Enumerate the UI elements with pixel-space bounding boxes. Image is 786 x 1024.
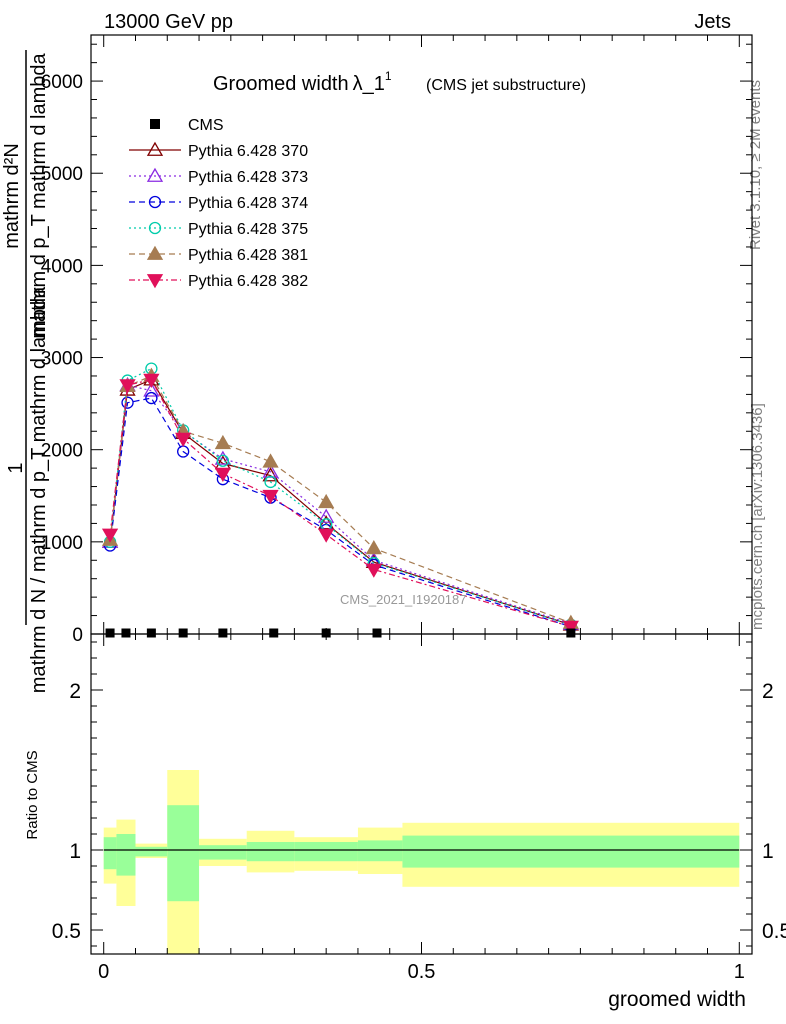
legend: CMS Pythia 6.428 370 Pythia 6.428 373 Pythi…	[129, 117, 308, 290]
data-point-p382	[365, 563, 382, 578]
energy-header: 13000 GeV pp	[104, 11, 233, 33]
data-point-p374	[121, 396, 134, 409]
main-y-axis-ticks: 0 1000 2000 3000 4000 5000 6000	[41, 35, 752, 646]
data-point-p382	[562, 620, 579, 635]
y-tick-label: 6000	[41, 72, 83, 93]
data-point-cms	[105, 628, 115, 638]
data-point-p382	[262, 489, 279, 505]
legend-marker-p382	[146, 274, 164, 289]
data-point-cms	[178, 628, 188, 638]
ratio-inner-band	[199, 845, 247, 860]
legend-marker-p381	[146, 245, 164, 260]
legend-marker-p375	[148, 221, 162, 235]
series-line-p373	[109, 384, 572, 625]
ratio-inner-band	[167, 805, 200, 902]
ratio-inner-band	[103, 837, 117, 870]
x-tick-label: 0	[98, 961, 109, 983]
data-point-p382	[143, 373, 160, 388]
data-point-p382	[101, 528, 119, 543]
legend-label-p375: Pythia 6.428 375	[188, 221, 308, 238]
data-point-p373	[214, 450, 232, 465]
chart-title: Groomed width λ_11	[213, 69, 392, 95]
data-point-cms	[146, 628, 156, 638]
ratio-inner-band	[294, 842, 358, 862]
ratio-y-tick-label: 0.5	[52, 920, 81, 943]
ratio-y-tick-label: 1	[69, 840, 81, 863]
y-axis-label-numerator-2: mathrm d p_T mathrm d lambda	[28, 52, 50, 338]
data-point-p382	[318, 528, 335, 543]
legend-marker-p373	[146, 167, 164, 182]
data-point-p381	[262, 453, 279, 468]
series-line-p374	[109, 397, 572, 628]
ratio-axis-ticks: 0.5 0.5 1 1 2 2 0 0.5 1	[52, 634, 786, 983]
data-point-cms	[121, 628, 131, 638]
data-point-cms	[321, 628, 331, 638]
mcplots-label: mcplots.cern.ch [arXiv:1306.3436]	[749, 403, 766, 630]
ratio-y-label: Ratio to CMS	[24, 750, 41, 839]
y-tick-label: 0	[72, 625, 83, 646]
ratio-y-tick-label-right: 2	[762, 680, 774, 703]
data-point-p373	[143, 382, 160, 397]
legend-label-p381: Pythia 6.428 381	[188, 247, 308, 264]
ratio-inner-band	[135, 846, 168, 857]
ratio-uncertainty-bands	[103, 770, 740, 954]
ratio-inner-band	[357, 840, 403, 862]
series-line-p382	[109, 378, 572, 628]
data-point-p375	[264, 475, 277, 489]
data-point-cms	[566, 628, 576, 638]
data-point-p382	[175, 432, 192, 447]
ratio-inner-band	[116, 834, 136, 876]
data-point-p381	[318, 493, 335, 509]
series-line-p370	[109, 378, 572, 626]
data-point-p375	[216, 454, 230, 467]
y-tick-label: 1000	[41, 533, 83, 554]
legend-label-p374: Pythia 6.428 374	[188, 195, 308, 212]
series-cms	[105, 628, 576, 638]
y-axis-label-numerator: mathrm d²N	[1, 143, 23, 249]
data-point-p381	[214, 434, 232, 450]
process-header: Jets	[694, 11, 731, 33]
data-point-cms	[218, 628, 228, 638]
ratio-y-tick-label: 2	[69, 680, 81, 703]
legend-marker-cms	[150, 119, 160, 129]
data-point-p374	[145, 391, 158, 405]
main-plot-series	[101, 362, 579, 638]
ratio-inner-band	[246, 842, 295, 862]
series-line-p381	[109, 375, 572, 624]
legend-label-cms: CMS	[188, 117, 224, 134]
data-point-p373	[318, 508, 335, 523]
y-tick-label: 4000	[41, 256, 83, 277]
y-tick-label: 5000	[41, 164, 83, 185]
y-axis-label-denominator: mathrm d N / mathrm d p_T mathrm d lambd…	[28, 286, 50, 693]
series-line-p375	[109, 367, 572, 626]
analysis-watermark: CMS_2021_I1920187	[340, 592, 467, 607]
legend-label-p373: Pythia 6.428 373	[188, 169, 308, 186]
legend-label-p382: Pythia 6.428 382	[188, 273, 308, 290]
x-tick-label: 1	[734, 961, 745, 983]
data-point-p382	[214, 467, 232, 482]
data-point-cms	[372, 628, 382, 638]
y-tick-label: 3000	[41, 349, 83, 370]
series-p382	[101, 373, 579, 635]
ratio-y-tick-label-right: 1	[762, 840, 774, 863]
series-p375	[103, 362, 578, 631]
y-axis-label-one: 1	[5, 462, 27, 473]
y-tick-label: 2000	[41, 441, 83, 462]
ratio-inner-band	[402, 835, 740, 868]
chart-subtitle: (CMS jet substructure)	[426, 77, 586, 94]
ratio-plot-frame	[90, 633, 753, 955]
data-point-p381	[365, 539, 382, 555]
legend-marker-p374	[148, 195, 162, 209]
data-point-p382	[119, 379, 136, 394]
series-p381	[101, 367, 579, 629]
x-axis-label: groomed width	[608, 988, 746, 1011]
rivet-label: Rivet 3.1.10, ≥ 2M events	[747, 80, 764, 250]
data-point-cms	[269, 628, 279, 638]
ratio-y-tick-label-right: 0.5	[762, 920, 786, 943]
legend-label-p370: Pythia 6.428 370	[188, 143, 308, 160]
x-tick-label: 0.5	[408, 961, 436, 983]
legend-marker-p370	[146, 141, 164, 156]
